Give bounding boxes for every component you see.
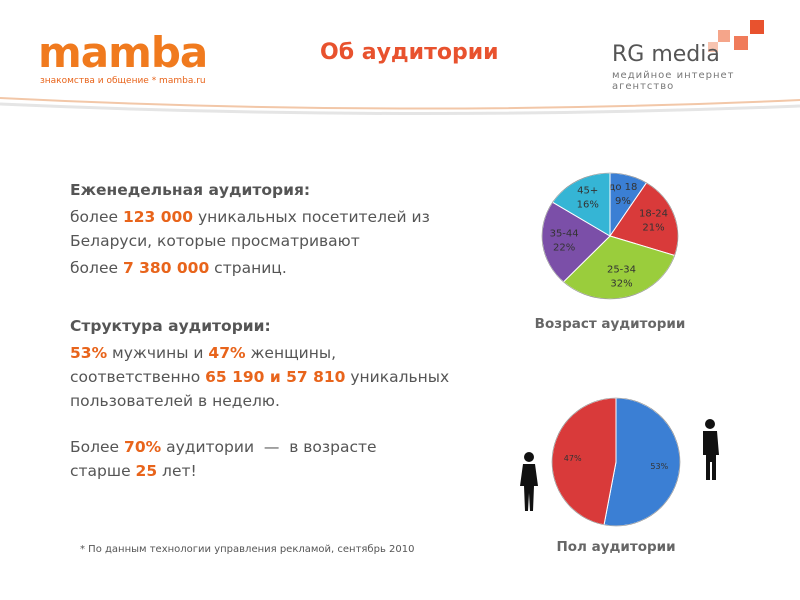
text-segment: лет! <box>157 462 197 480</box>
highlight: 70% <box>124 438 162 456</box>
text-line: соответственно 65 190 и 57 810 уникальны… <box>70 365 449 389</box>
paragraph: Более 70% аудитории — в возрасте старше 2… <box>70 435 377 483</box>
logo-square <box>708 42 718 52</box>
slice-value-label: 32% <box>610 278 632 289</box>
paragraph: Структура аудитории: 53% мужчины и 47% же… <box>70 314 449 413</box>
text-segment: Беларуси, которые просматривают <box>70 232 360 250</box>
logo-square <box>718 30 730 42</box>
divider <box>0 97 800 110</box>
text-line: более 123 000 уникальных посетителей из <box>70 205 430 229</box>
paragraph: более 7 380 000 страниц. <box>70 256 287 280</box>
highlight: 123 000 <box>122 208 194 226</box>
paragraph: Еженедельная аудитория: более 123 000 уни… <box>70 178 430 253</box>
footnote: * По данным технологии управления реклам… <box>80 544 415 555</box>
figure-man <box>703 419 719 480</box>
slice-category: 18-24 <box>639 208 668 219</box>
highlight: 47% <box>208 344 246 362</box>
pie-slice <box>551 397 617 526</box>
logo-square <box>734 36 748 50</box>
text-segment: более <box>70 259 123 277</box>
divider <box>0 102 800 116</box>
figure-woman <box>520 452 538 511</box>
text-segment: женщины, <box>245 344 337 362</box>
text-segment: уникальных посетителей из <box>193 208 430 226</box>
text-segment: пользователей в неделю. <box>70 392 280 410</box>
slice-category: 25-34 <box>607 264 636 275</box>
slice-value-label: 47% <box>564 454 582 463</box>
logo-tagline: знакомства и общение * mamba.ru <box>40 76 206 86</box>
text-line: Беларуси, которые просматривают <box>70 229 430 253</box>
slice-value-label: 53% <box>650 462 668 471</box>
text-line: Более 70% аудитории — в возрасте <box>70 435 377 459</box>
text-line: пользователей в неделю. <box>70 389 449 413</box>
text-segment: соответственно <box>70 368 206 386</box>
logo-square <box>750 20 764 34</box>
chart-title: Пол аудитории <box>556 539 675 555</box>
logo: mamba <box>38 28 208 77</box>
highlight: 25 <box>135 462 158 480</box>
agency-tagline: медийное интернет агентство <box>612 70 735 92</box>
text-line: более 7 380 000 страниц. <box>70 256 287 280</box>
text-segment: старше <box>70 462 136 480</box>
text-line: старше 25 лет! <box>70 459 377 483</box>
text-segment: уникальных <box>345 368 450 386</box>
slice-value-label: 9% <box>615 196 631 207</box>
slice-category: до 18 <box>608 182 637 193</box>
text-segment: Более <box>70 438 125 456</box>
slice-value-label: 16% <box>577 199 599 210</box>
text-line: 53% мужчины и 47% женщины, <box>70 341 449 365</box>
highlight: 7 380 000 <box>122 259 210 277</box>
slide-title: Об аудитории <box>320 40 499 65</box>
pie-outline <box>551 397 681 527</box>
slice-value-label: 21% <box>642 222 664 233</box>
slice-category: 45+ <box>577 185 598 196</box>
highlight: 65 190 и 57 810 <box>205 368 346 386</box>
text-segment: мужчины и <box>107 344 209 362</box>
slice-value-label: 22% <box>553 242 575 253</box>
pie-outline <box>541 172 679 300</box>
chart-title: Возраст аудитории <box>535 316 686 332</box>
highlight: 53% <box>70 344 108 362</box>
paragraph-heading: Еженедельная аудитория: <box>70 181 311 199</box>
text-segment: страниц. <box>209 259 287 277</box>
text-segment: аудитории — в возрасте <box>161 438 377 456</box>
paragraph-heading: Структура аудитории: <box>70 317 271 335</box>
charts: до 18 9% 18-24 21% 25-34 32% 35-44 22% 45+ 16% Воз… <box>535 172 686 555</box>
text-segment: более <box>70 208 123 226</box>
agency-name: RG media <box>612 42 720 67</box>
slice-category: 35-44 <box>550 228 579 239</box>
